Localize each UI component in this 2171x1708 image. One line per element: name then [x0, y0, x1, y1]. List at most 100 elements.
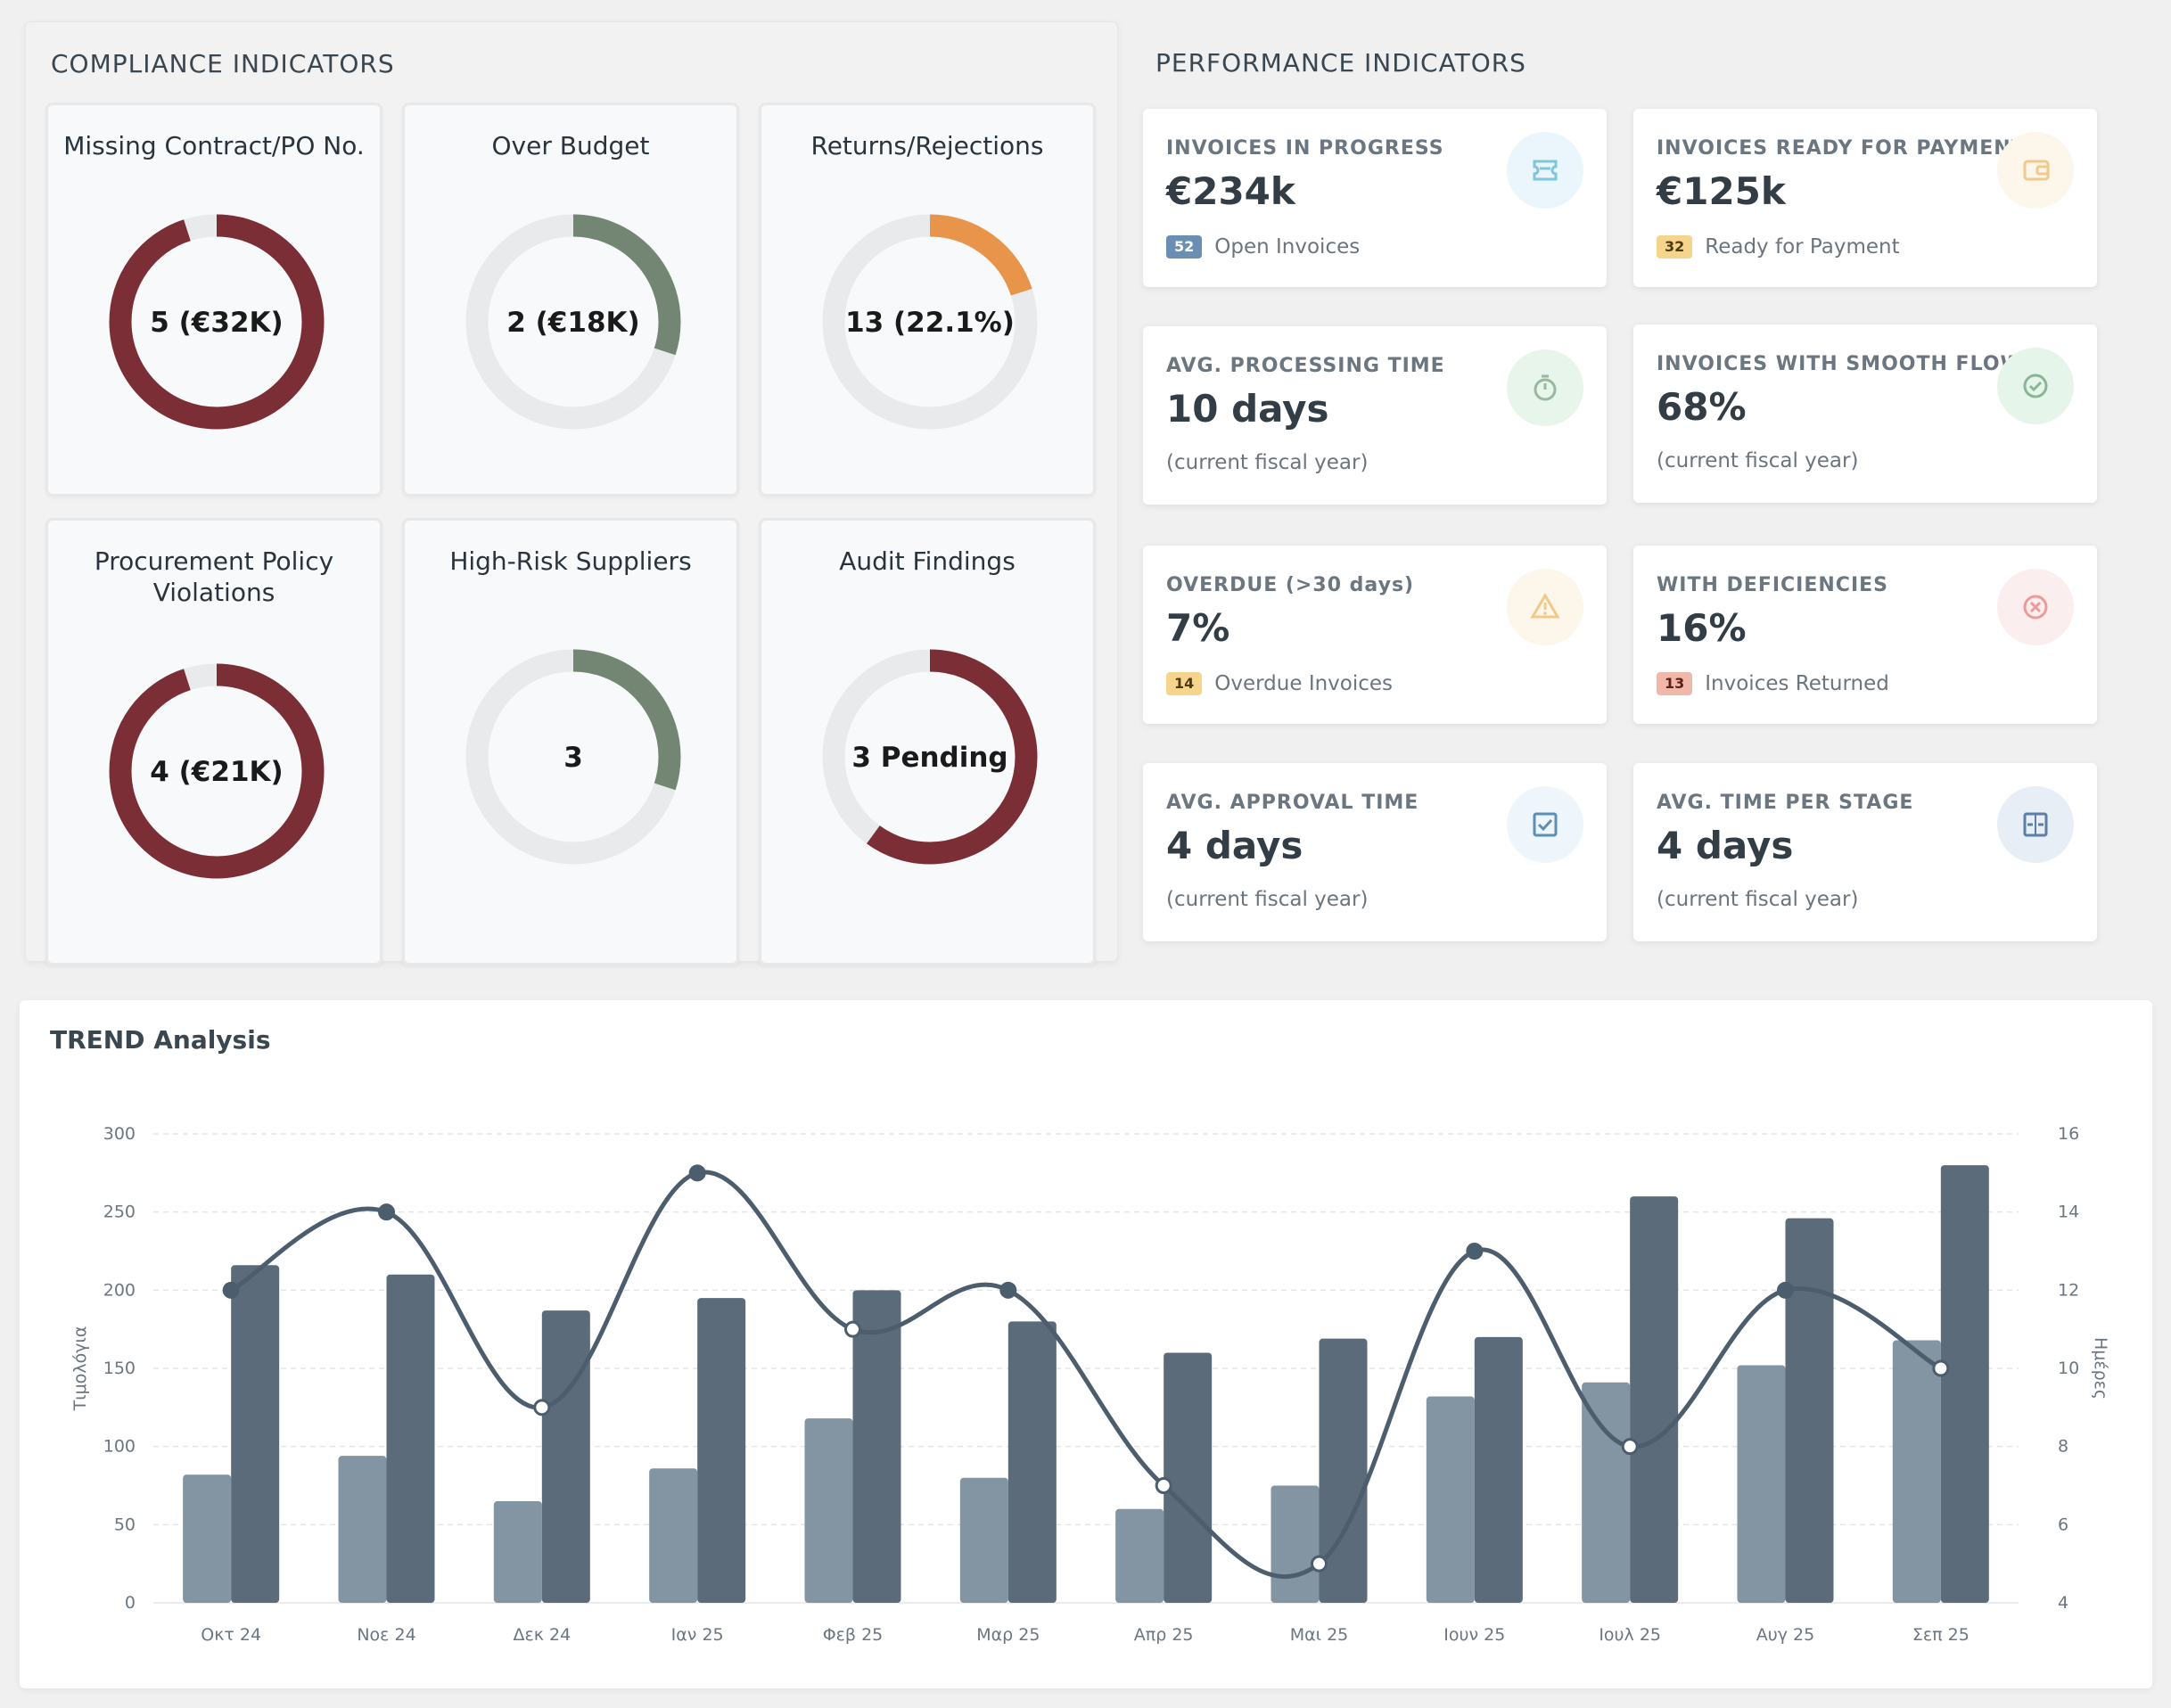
- kpi-value: €125k: [1657, 169, 1786, 213]
- x-tick-label: Σεπ 25: [1912, 1625, 1970, 1645]
- kpi-label: INVOICES WITH SMOOTH FLOW: [1657, 353, 2023, 375]
- line-point[interactable]: [999, 1281, 1017, 1299]
- gauge-card-high-risk-suppliers[interactable]: High-Risk Suppliers 3: [402, 518, 739, 965]
- y-tick-label: 200: [103, 1280, 136, 1300]
- kpi-card[interactable]: AVG. APPROVAL TIME 4 days (current fiscal …: [1143, 763, 1607, 941]
- x-tick-label: Δεκ 24: [513, 1625, 571, 1645]
- bar-series-2[interactable]: [1319, 1338, 1368, 1603]
- gauge-value: 3: [563, 742, 583, 774]
- kpi-card[interactable]: OVERDUE (>30 days) 7% 14 Overdue Invoices: [1143, 546, 1607, 724]
- gauge-arc: [822, 649, 1038, 865]
- gauge-arc: [822, 214, 1038, 430]
- kpi-card[interactable]: WITH DEFICIENCIES 16% 13 Invoices Returned: [1633, 546, 2097, 724]
- x-tick-label: Αυγ 25: [1756, 1625, 1814, 1645]
- bar-series-2[interactable]: [231, 1265, 280, 1603]
- y2-tick-label: 16: [2058, 1124, 2079, 1144]
- line-point[interactable]: [1466, 1243, 1484, 1260]
- kpi-card[interactable]: INVOICES IN PROGRESS €234k 52 Open Invoices: [1143, 109, 1607, 287]
- y-tick-label: 250: [103, 1203, 136, 1222]
- gauge-title: Returns/Rejections: [810, 131, 1044, 160]
- y2-tick-label: 10: [2058, 1359, 2079, 1378]
- wallet-icon: [1997, 132, 2074, 209]
- line-point[interactable]: [1621, 1438, 1639, 1456]
- y-axis-label: Τιμολόγια: [70, 1326, 90, 1412]
- bar-series-2[interactable]: [1785, 1218, 1834, 1603]
- bar-series-1[interactable]: [1271, 1485, 1320, 1604]
- compliance-title: COMPLIANCE INDICATORS: [51, 49, 395, 78]
- y-tick-label: 50: [114, 1515, 136, 1534]
- bar-series-1[interactable]: [959, 1477, 1008, 1603]
- donut-gauge: 13 (22.1%): [822, 214, 1038, 430]
- bar-series-2[interactable]: [1940, 1165, 1989, 1603]
- kpi-subtext: 52 Open Invoices: [1166, 235, 1360, 259]
- kpi-card[interactable]: AVG. TIME PER STAGE 4 days (current fiscal…: [1633, 763, 2097, 941]
- gauge-title: Procurement Policy Violations: [94, 546, 334, 607]
- bar-series-1[interactable]: [649, 1468, 698, 1603]
- x-tick-label: Νοε 24: [357, 1625, 415, 1645]
- kpi-value: 4 days: [1657, 824, 1794, 867]
- bar-series-1[interactable]: [1115, 1508, 1164, 1603]
- count-badge: 52: [1166, 235, 1203, 259]
- line-point[interactable]: [1311, 1555, 1328, 1573]
- kpi-label: AVG. APPROVAL TIME: [1166, 792, 1419, 814]
- kpi-card[interactable]: AVG. PROCESSING TIME 10 days (current fisc…: [1143, 326, 1607, 505]
- line-point[interactable]: [533, 1399, 551, 1416]
- gauge-arc: [109, 214, 325, 430]
- line-point[interactable]: [1155, 1477, 1172, 1494]
- bar-series-2[interactable]: [852, 1290, 901, 1603]
- y2-tick-label: 4: [2058, 1593, 2068, 1613]
- bar-series-2[interactable]: [1474, 1336, 1523, 1603]
- gauge-card-audit-findings[interactable]: Audit Findings 3 Pending: [759, 518, 1096, 965]
- gauge-value: 3 Pending: [851, 742, 1007, 774]
- bar-series-2[interactable]: [541, 1310, 590, 1603]
- kpi-subtext-label: (current fiscal year): [1166, 888, 1369, 911]
- bar-series-1[interactable]: [183, 1474, 232, 1603]
- count-badge: 14: [1166, 672, 1203, 695]
- line-point[interactable]: [222, 1281, 240, 1299]
- donut-gauge: 3: [465, 649, 681, 865]
- check-circle-icon: [1997, 348, 2074, 424]
- gauge-card-returns-rejections[interactable]: Returns/Rejections 13 (22.1%): [759, 103, 1096, 497]
- kpi-subtext-label: (current fiscal year): [1657, 888, 1859, 911]
- gauge-title: High-Risk Suppliers: [449, 546, 692, 576]
- line-point[interactable]: [1777, 1281, 1794, 1299]
- line-point[interactable]: [844, 1320, 861, 1338]
- line-point[interactable]: [688, 1164, 706, 1182]
- performance-title: PERFORMANCE INDICATORS: [1155, 48, 1526, 78]
- kpi-value: 16%: [1657, 606, 1747, 650]
- x-tick-label: Ιαν 25: [671, 1625, 724, 1645]
- bar-series-2[interactable]: [386, 1274, 435, 1603]
- kpi-card[interactable]: INVOICES WITH SMOOTH FLOW 68% (current fis…: [1633, 324, 2097, 503]
- kpi-value: 4 days: [1166, 824, 1303, 867]
- line-point[interactable]: [1932, 1359, 1950, 1377]
- bar-series-1[interactable]: [804, 1418, 853, 1603]
- y-tick-label: 100: [103, 1437, 136, 1457]
- kpi-card[interactable]: INVOICES READY FOR PAYMENT €125k 32 Ready f…: [1633, 109, 2097, 287]
- bar-series-2[interactable]: [1630, 1196, 1679, 1603]
- y-tick-label: 300: [103, 1124, 136, 1144]
- line-point[interactable]: [378, 1203, 395, 1221]
- bar-series-2[interactable]: [1007, 1321, 1057, 1603]
- bar-series-2[interactable]: [1164, 1352, 1213, 1603]
- kpi-label: INVOICES IN PROGRESS: [1166, 137, 1444, 160]
- x-tick-label: Οκτ 24: [201, 1625, 261, 1645]
- bar-series-1[interactable]: [338, 1456, 387, 1603]
- bar-series-1[interactable]: [493, 1501, 542, 1603]
- stages-icon: [1997, 786, 2074, 863]
- kpi-subtext: (current fiscal year): [1166, 451, 1368, 474]
- kpi-value: 68%: [1657, 385, 1747, 429]
- x-tick-label: Μαρ 25: [976, 1625, 1040, 1645]
- gauge-card-missing-contract[interactable]: Missing Contract/PO No. 5 (€32K): [45, 103, 382, 497]
- bar-series-1[interactable]: [1582, 1382, 1631, 1603]
- bar-series-2[interactable]: [697, 1298, 746, 1603]
- bar-series-1[interactable]: [1892, 1340, 1941, 1603]
- gauge-card-over-budget[interactable]: Over Budget 2 (€18K): [402, 103, 739, 497]
- kpi-subtext-label: Ready for Payment: [1705, 235, 1900, 259]
- line-series: [229, 1170, 1943, 1579]
- trend-chart: 0 50 100 150 200 250 300 4 6 8 10 12 14 16 Τιμολόγια Ημ…: [70, 1124, 2110, 1645]
- bar-series-1[interactable]: [1426, 1396, 1475, 1603]
- gauge-card-policy-violations[interactable]: Procurement Policy Violations 4 (€21K): [45, 518, 382, 965]
- bar-series-1[interactable]: [1737, 1365, 1786, 1603]
- kpi-subtext-label: (current fiscal year): [1166, 451, 1369, 474]
- kpi-subtext: (current fiscal year): [1657, 888, 1858, 911]
